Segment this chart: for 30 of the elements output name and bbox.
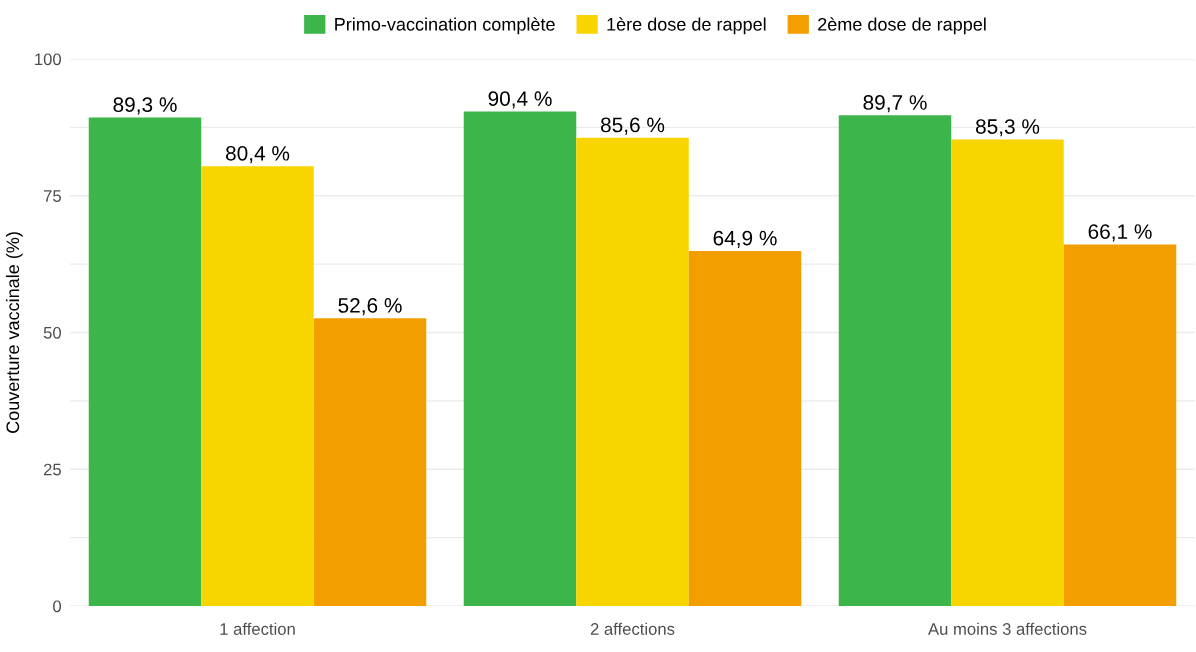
- x-tick-label: Au moins 3 affections: [928, 622, 1087, 635]
- data-label: 89,7 %: [863, 95, 927, 113]
- y-tick-label: 50: [43, 326, 62, 339]
- legend-label: 2ème dose de rappel: [818, 17, 986, 35]
- data-label: 90,4 %: [488, 91, 552, 109]
- data-label: 89,3 %: [113, 97, 177, 115]
- bar: [88, 117, 202, 606]
- bar: [1063, 244, 1177, 606]
- bar: [951, 139, 1064, 606]
- x-tick-label: 1 affection: [220, 622, 295, 635]
- y-tick-label: 100: [35, 53, 62, 66]
- y-tick-label: 0: [53, 600, 62, 613]
- data-label: 85,3 %: [975, 119, 1040, 137]
- data-label: 64,9 %: [713, 230, 777, 248]
- data-label: 52,6 %: [338, 298, 402, 316]
- x-tick-label: 2 affections: [590, 622, 675, 635]
- data-label: 66,1 %: [1088, 224, 1152, 242]
- legend-label: Primo-vaccination complète: [335, 17, 555, 35]
- bar: [838, 115, 952, 606]
- y-tick-label: 25: [43, 463, 61, 476]
- data-label: 80,4 %: [225, 145, 290, 164]
- legend-label: 1ère dose de rappel: [607, 17, 766, 35]
- bar: [313, 318, 427, 606]
- bar: [688, 251, 802, 606]
- y-axis-title: Couverture vaccinale (%): [5, 232, 23, 433]
- bar: [463, 111, 577, 606]
- bar: [576, 137, 689, 606]
- y-tick-label: 75: [43, 190, 61, 202]
- data-label: 85,6 %: [600, 117, 665, 135]
- bar: [201, 166, 314, 606]
